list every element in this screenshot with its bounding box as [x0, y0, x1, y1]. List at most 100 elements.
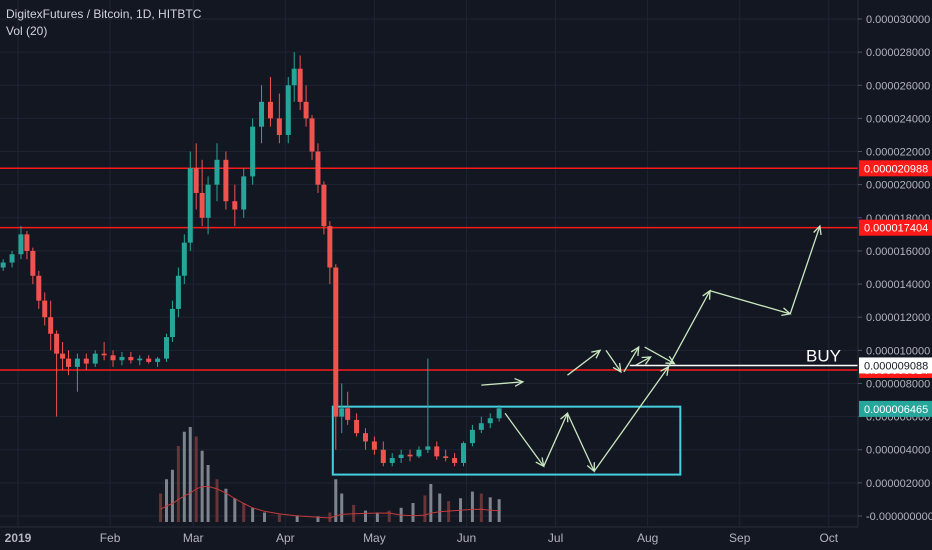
candle-body	[407, 454, 413, 457]
candle-body	[169, 308, 175, 338]
candle-body	[380, 449, 386, 463]
current-price-label: 0.000006465	[864, 404, 928, 416]
volume-bar	[375, 512, 379, 522]
volume-bar	[170, 469, 174, 522]
volume-bar	[497, 499, 501, 522]
forecast-arrow-head	[813, 224, 822, 236]
volume-bar	[479, 493, 483, 522]
volume-bar	[328, 512, 332, 522]
price-tick-label: 0.000016000	[866, 246, 930, 258]
volume-bar	[363, 510, 367, 522]
candle-body	[398, 454, 404, 459]
candle-body	[232, 201, 238, 210]
candle-body	[291, 68, 297, 86]
grid-lines	[0, 0, 858, 527]
candle-body	[9, 254, 15, 263]
price-tick-label: 0.000010000	[866, 345, 930, 357]
forecast-small-arrow	[635, 356, 651, 366]
candle-body	[461, 443, 466, 463]
volume-bar	[334, 479, 338, 522]
volume-ma-line	[160, 485, 500, 519]
time-tick-label: Feb	[100, 531, 121, 545]
buy-text: BUY	[806, 346, 841, 365]
price-tick-label: 0.000004000	[866, 445, 930, 457]
candle-body	[354, 419, 360, 434]
volume-bar	[340, 493, 344, 522]
candle-body	[362, 433, 368, 442]
time-axis[interactable]: 2019 Feb Mar Apr May Jun Jul Aug Sep Oct	[0, 526, 858, 545]
buy-price-label: 0.000009088	[864, 360, 928, 372]
forecast-arrow	[667, 290, 711, 368]
volume-bar	[233, 498, 237, 522]
price-tick-label: 0.000012000	[866, 312, 930, 324]
candle-body	[54, 333, 60, 354]
volume-bar	[206, 465, 210, 522]
candle-body	[303, 101, 309, 119]
candle-body	[48, 317, 54, 334]
candle-body	[315, 151, 321, 185]
candlesticks	[0, 52, 502, 467]
time-tick-label: Apr	[276, 531, 295, 545]
volume-bar	[470, 491, 474, 522]
volume-bar	[429, 484, 433, 522]
time-tick-label: 2019	[5, 531, 32, 545]
forecast-small-arrow-head	[591, 349, 602, 359]
current-price-bg	[859, 400, 932, 417]
candle-body	[345, 408, 351, 420]
candle-body	[199, 192, 205, 218]
price-axis[interactable]: 0.000030000 0.000028000 0.000026000 0.00002…	[857, 0, 932, 527]
time-tick-label: May	[363, 531, 386, 545]
candle-body	[92, 353, 98, 364]
price-tick-label: 0.000026000	[866, 80, 930, 92]
price-tick-label: 0.000022000	[866, 147, 930, 159]
volume-bars	[159, 427, 501, 522]
horizontal-lines[interactable]: BUY	[0, 167, 858, 371]
symbol-title[interactable]: DigitexFutures / Bitcoin, 1D, HITBTC	[6, 7, 202, 21]
candle-body	[60, 353, 66, 359]
price-tick-label: 0.000030000	[866, 14, 930, 26]
volume-bar	[165, 479, 168, 522]
volume-bar	[188, 427, 192, 522]
candle-body	[452, 458, 458, 463]
volume-bar	[159, 493, 163, 522]
candle-body	[434, 446, 440, 457]
forecast-small-arrow-head	[612, 362, 622, 374]
time-tick-label: Sep	[729, 531, 751, 545]
volume-bar	[316, 516, 320, 522]
forecast-small-arrow	[623, 346, 640, 373]
candle-body	[259, 101, 265, 127]
candle-body	[214, 159, 220, 185]
price-tick-label: 0.000024000	[866, 113, 930, 125]
candle-body	[18, 234, 24, 255]
candle-body	[309, 118, 315, 152]
forecast-small-arrow-head	[641, 356, 652, 365]
candle-body	[223, 159, 229, 202]
price-label: 0.000017404	[864, 223, 928, 235]
candle-body	[181, 242, 187, 276]
candle-body	[389, 458, 395, 463]
volume-bar	[194, 436, 198, 522]
candle-body	[110, 355, 116, 361]
volume-indicator-title[interactable]: Vol (20)	[6, 24, 48, 38]
forecast-arrows[interactable]	[481, 224, 822, 473]
price-label-bg	[859, 357, 932, 374]
volume-bar	[242, 503, 246, 522]
forecast-small-arrow-head	[630, 345, 640, 357]
range-box[interactable]	[331, 405, 682, 476]
time-tick-label: Mar	[183, 531, 204, 545]
candle-body	[101, 353, 107, 356]
candle-body	[24, 234, 30, 251]
candle-body	[128, 356, 134, 361]
forecast-small-arrow	[644, 346, 675, 365]
volume-bar	[488, 497, 492, 522]
forecast-small-arrow	[481, 381, 523, 386]
candle-body	[285, 85, 291, 135]
candle-body	[146, 358, 152, 362]
volume-bar	[438, 493, 442, 522]
candle-body	[487, 418, 493, 424]
candle-body	[267, 101, 273, 119]
candle-body	[164, 337, 169, 359]
candle-body	[496, 408, 502, 419]
